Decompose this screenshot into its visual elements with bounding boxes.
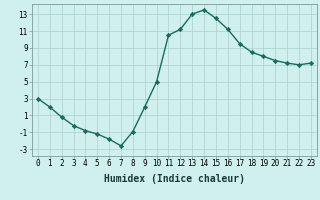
X-axis label: Humidex (Indice chaleur): Humidex (Indice chaleur) (104, 174, 245, 184)
